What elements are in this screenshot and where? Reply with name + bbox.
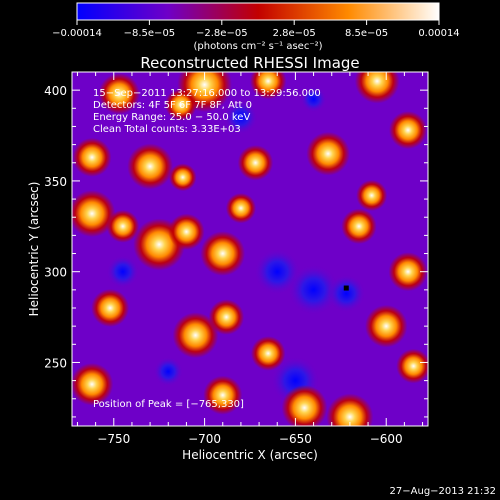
annotation-detectors: Detectors: 4F 5F 6F 7F 8F, Att 0 <box>93 100 252 111</box>
plot-frame <box>71 71 429 427</box>
emission-blob <box>281 384 328 426</box>
emission-blob <box>250 336 286 371</box>
annotation-total-counts: Clean Total counts: 3.33E+03 <box>93 124 241 135</box>
x-tick-label: −750 <box>97 432 130 446</box>
x-tick-labels: −750 −700 −650 −600 <box>97 432 402 446</box>
emission-blob <box>208 299 245 335</box>
negative-blob <box>224 100 258 135</box>
colorbar-tick-label: 0.00014 <box>418 28 459 39</box>
y-tick-label: 400 <box>44 84 67 98</box>
emission-blob <box>250 72 287 100</box>
emission-blob <box>72 137 112 177</box>
emission-blob <box>354 72 400 104</box>
x-axis-title: Heliocentric X (arcsec) <box>182 448 318 462</box>
colorbar <box>76 2 440 21</box>
footer-timestamp: 27−Aug−2013 21:32 <box>390 486 496 497</box>
negative-blob <box>327 274 366 313</box>
emission-blob <box>168 163 197 192</box>
emission-blob <box>388 252 428 292</box>
negative-blob <box>288 264 340 316</box>
image-intensity-map <box>72 72 428 426</box>
y-tick-labels: 250 300 350 400 <box>44 84 67 370</box>
emission-blob <box>72 363 114 406</box>
colorbar-tick-label: −8.5e−05 <box>124 28 176 39</box>
emission-blob <box>165 88 197 121</box>
x-tick-label: −700 <box>188 432 221 446</box>
emission-blob <box>127 143 173 190</box>
colorbar-tick-label: −2.8e−05 <box>196 28 248 39</box>
emission-blob <box>98 73 140 115</box>
emission-blob <box>203 375 243 415</box>
emission-blob <box>341 208 377 245</box>
y-tick-label: 350 <box>44 175 67 189</box>
emission-blob <box>356 179 388 211</box>
negative-blob <box>300 86 327 113</box>
negative-blob <box>153 356 183 387</box>
emission-blob <box>72 190 116 238</box>
emission-blob <box>389 111 428 150</box>
emission-blob <box>91 289 130 327</box>
x-tick-label: −650 <box>279 432 312 446</box>
x-tick-label: −600 <box>370 432 403 446</box>
colorbar-tick-label: 2.8e−05 <box>273 28 316 39</box>
peak-position-label: Position of Peak = [−765,330] <box>93 399 244 410</box>
emission-blob <box>306 131 350 176</box>
y-tick-label: 300 <box>44 266 67 280</box>
colorbar-tick-label: 8.5e−05 <box>345 28 388 39</box>
y-tick-label: 250 <box>44 356 67 370</box>
emission-blob <box>225 193 257 224</box>
chart-title: Reconstructed RHESSI Image <box>140 54 359 72</box>
axis-ticks <box>72 71 428 426</box>
annotation-energy-range: Energy Range: 25.0 − 50.0 keV <box>93 112 250 123</box>
colorbar-ticks <box>76 20 440 25</box>
colorbar-units: (photons cm⁻² s⁻¹ asec⁻²) <box>193 41 322 52</box>
emission-blob <box>396 348 428 384</box>
negative-blob <box>254 248 301 295</box>
negative-blob <box>106 255 140 289</box>
y-axis-title: Heliocentric Y (arcsec) <box>27 182 41 317</box>
emission-blob <box>200 231 246 276</box>
emission-blob <box>364 304 408 348</box>
emission-blob <box>172 312 219 359</box>
peak-marker <box>343 285 349 291</box>
emission-blob <box>168 213 205 250</box>
emission-blob <box>106 209 140 243</box>
emission-blob <box>237 145 274 181</box>
colorbar-tick-labels: −0.00014 −8.5e−05 −2.8e−05 2.8e−05 8.5e−05 0.… <box>52 28 460 39</box>
annotation-time-range: 15−Sep−2011 13:27:16.000 to 13:29:56.000 <box>93 88 321 99</box>
colorbar-tick-label: −0.00014 <box>52 28 102 39</box>
emission-blob <box>326 393 374 426</box>
